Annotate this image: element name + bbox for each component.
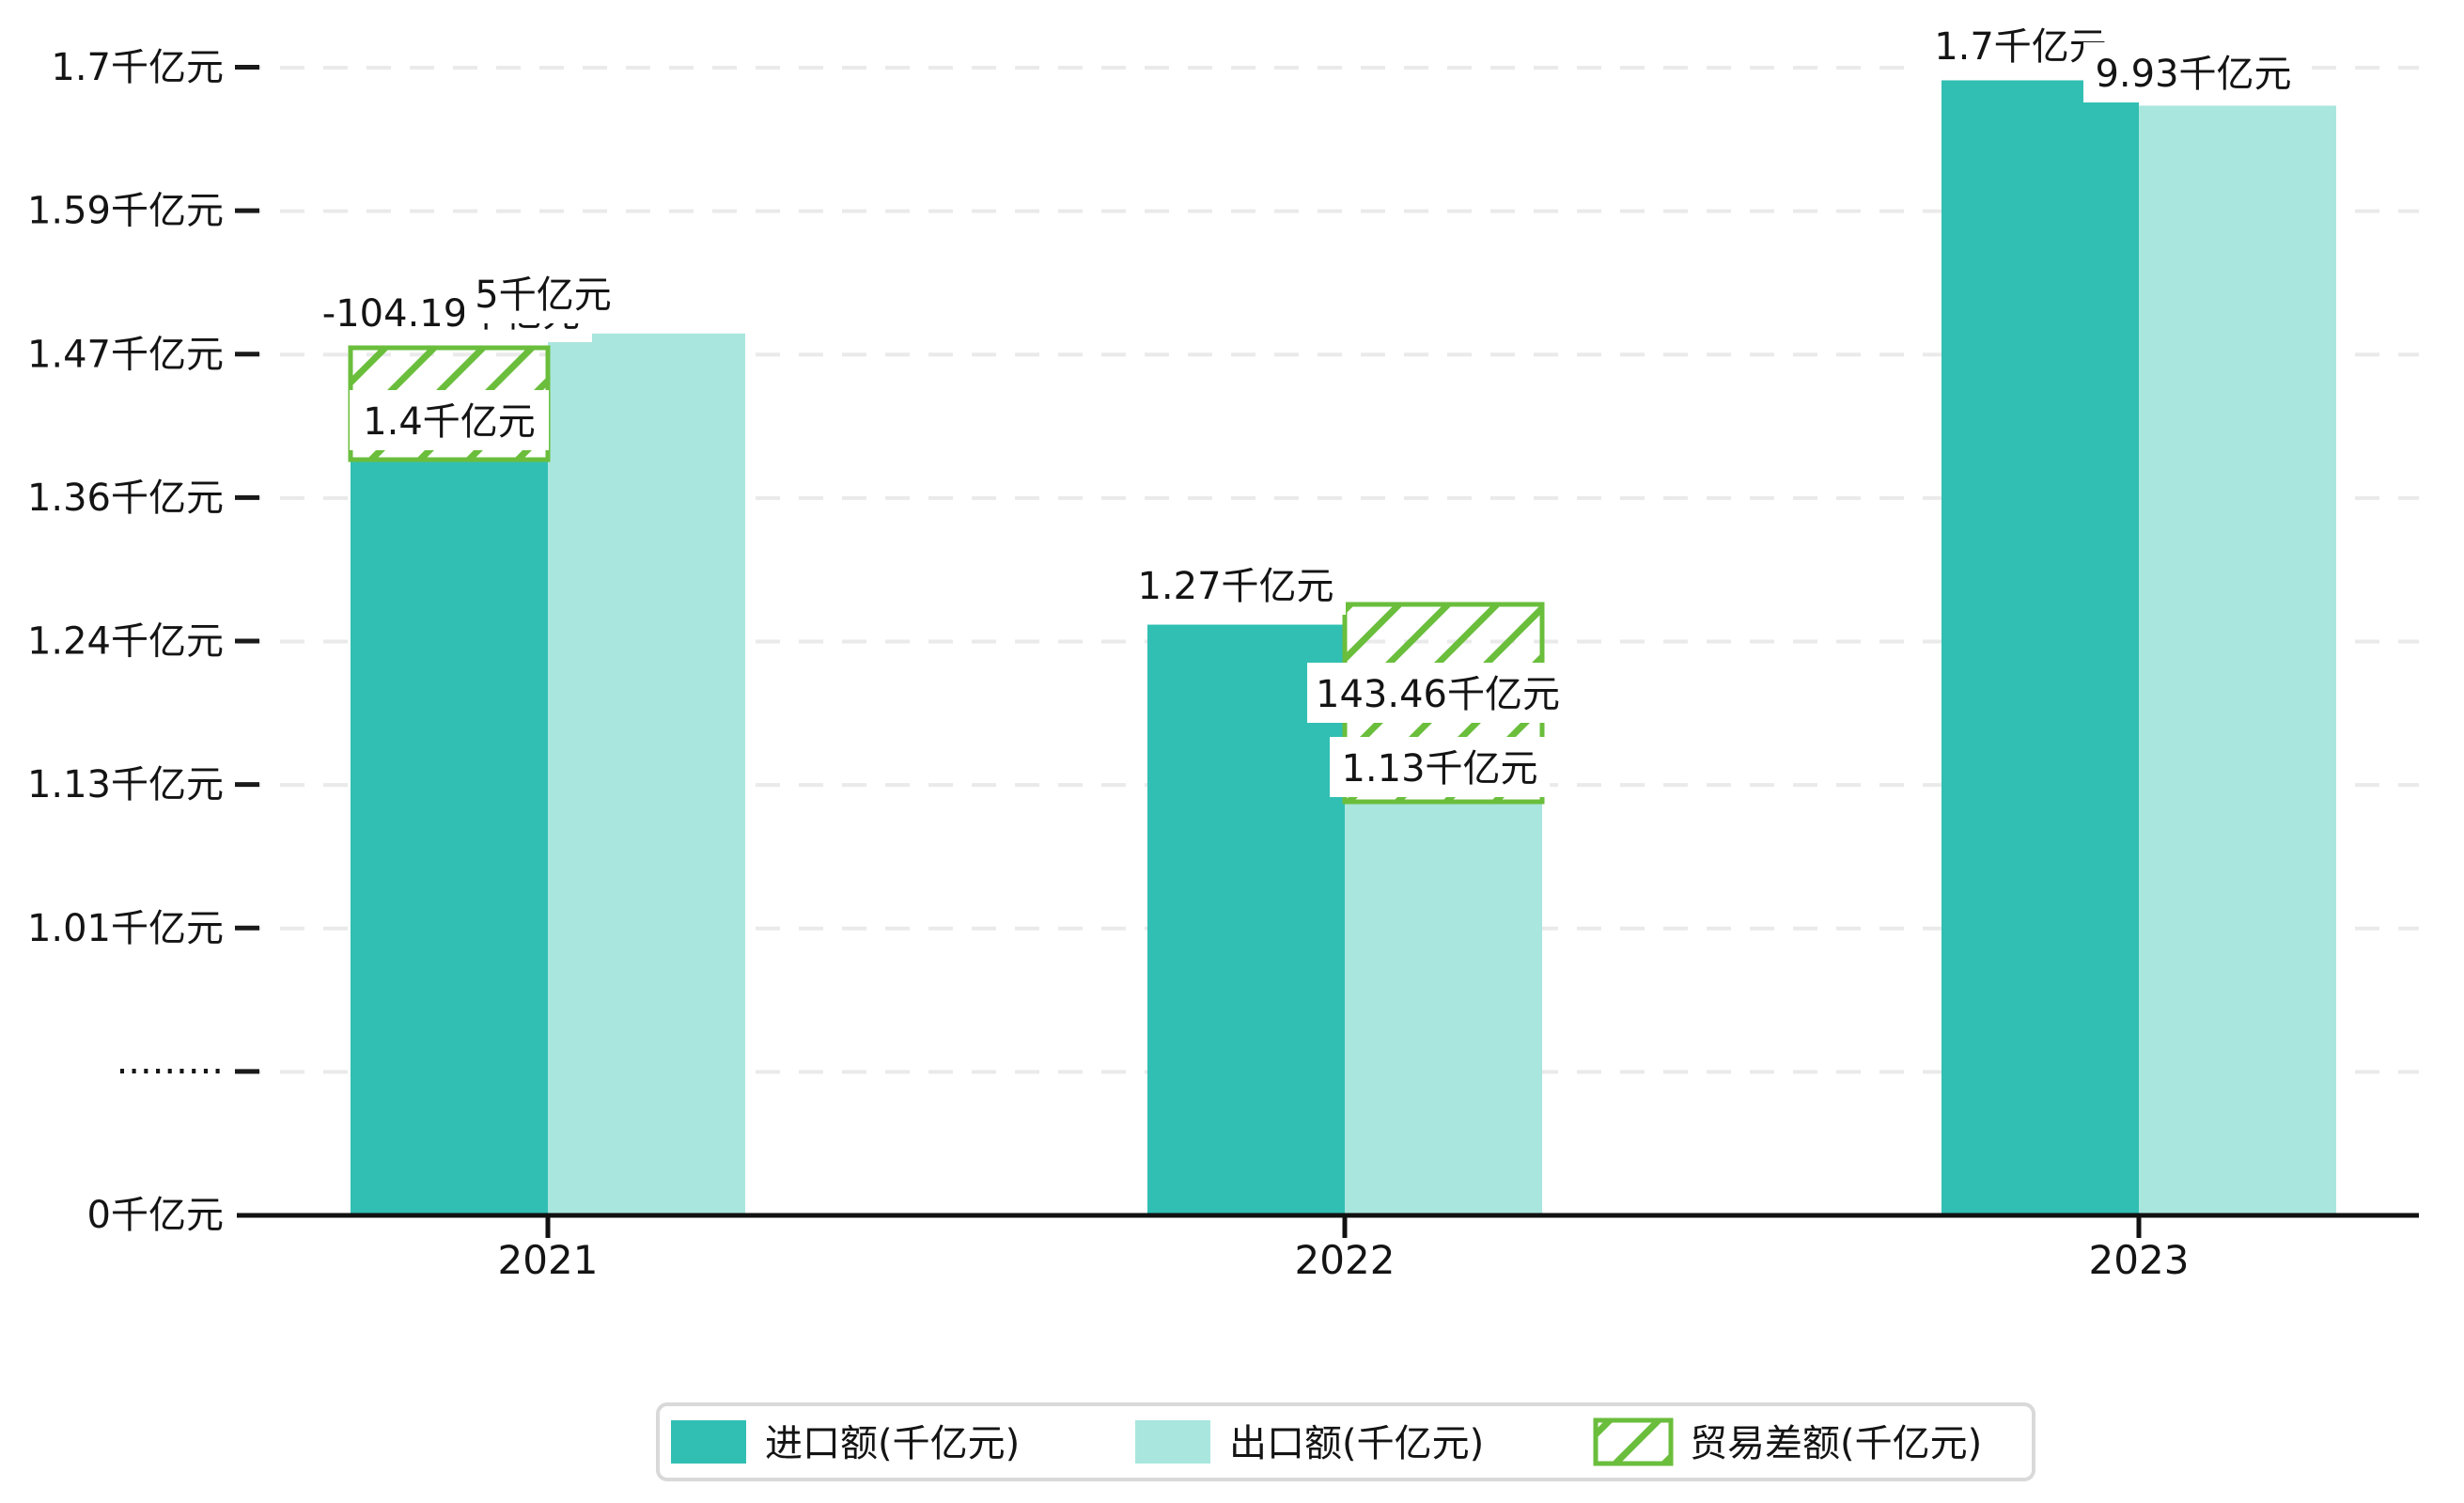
import-bar-2022 xyxy=(1147,624,1345,1215)
y-tick-label: 0千亿元 xyxy=(87,1194,224,1237)
y-tick-mark xyxy=(235,925,259,931)
y-tick-mark xyxy=(235,352,259,357)
legend-swatch-export-icon xyxy=(1135,1420,1210,1464)
value-labels: -104.19千亿元143.46千亿元1.4千亿元5千亿元1.27千亿元1.13… xyxy=(310,15,2303,797)
legend-box xyxy=(656,1402,2035,1481)
y-tick-mark xyxy=(235,782,259,788)
export-value-label-2023-box xyxy=(2083,42,2303,102)
y-tick-mark xyxy=(235,638,259,644)
import-value-label-2021-box xyxy=(350,390,549,450)
export-bar-2022 xyxy=(1345,802,1542,1215)
x-tick-label-2021: 2021 xyxy=(498,1237,599,1283)
import-bar-2023 xyxy=(1942,80,2139,1215)
y-tick-label: 1.47千亿元 xyxy=(27,333,224,376)
export-bar-2023 xyxy=(2139,105,2336,1215)
y-tick-mark xyxy=(235,208,259,213)
y-tick-mark xyxy=(235,1069,259,1074)
y-tick-mark xyxy=(235,65,259,70)
legend-label-import: 进口额(千亿元) xyxy=(765,1422,1020,1465)
x-tick-label-2023: 2023 xyxy=(2089,1237,2190,1283)
bar-group-2023 xyxy=(1942,80,2336,1215)
legend: 进口额(千亿元) 出口额(千亿元) 贸易差额(千亿元) xyxy=(656,1402,2035,1481)
y-axis-break-label: ········· xyxy=(117,1050,224,1093)
y-tick-label: 1.24千亿元 xyxy=(27,620,224,664)
bar-group-2022 xyxy=(1147,624,1542,1215)
export-value-label-2022: 1.13千亿元 xyxy=(1341,747,1537,791)
export-value-label-2022-box xyxy=(1330,737,1550,797)
import-value-label-2022-box xyxy=(1126,555,1346,615)
x-tick-label-2022: 2022 xyxy=(1295,1237,1396,1283)
y-tick-label: 1.01千亿元 xyxy=(27,907,224,950)
legend-label-export: 出口额(千亿元) xyxy=(1229,1422,1484,1465)
legend-item-trade-diff: 贸易差额(千亿元) xyxy=(1593,1417,1982,1466)
legend-swatch-trade-diff-icon xyxy=(1593,1417,1674,1466)
import-bar-2021 xyxy=(351,460,548,1216)
export-value-label-2023: 9.93千亿元 xyxy=(2095,53,2291,96)
y-axis: 1.7千亿元 1.59千亿元 1.47千亿元 1.36千亿元 1.24千亿元 1.13千亿… xyxy=(27,46,259,1237)
bar-group-2021 xyxy=(351,333,745,1216)
export-value-label-2021: 5千亿元 xyxy=(475,274,611,317)
y-tick-label: 1.59千亿元 xyxy=(27,190,224,233)
y-tick-label: 1.36千亿元 xyxy=(27,477,224,520)
y-tick-label: 1.7千亿元 xyxy=(51,46,224,89)
import-value-label-2021: 1.4千亿元 xyxy=(363,400,536,444)
export-bar-2021 xyxy=(548,333,745,1215)
export-value-label-2021-box xyxy=(464,263,622,323)
trade-diff-value-label-2022: 143.46千亿元 xyxy=(1316,673,1560,716)
y-tick-label: 1.13千亿元 xyxy=(27,763,224,806)
y-tick-mark xyxy=(235,494,259,500)
trade-diff-value-label-2022-box xyxy=(1307,663,1568,723)
import-value-label-2023: 1.7千亿元 xyxy=(1934,25,2107,69)
x-axis: 2021 2022 2023 xyxy=(237,1213,2419,1283)
legend-label-trade-diff: 贸易差额(千亿元) xyxy=(1690,1422,1982,1465)
legend-item-import: 进口额(千亿元) xyxy=(671,1420,1020,1465)
legend-swatch-import-icon xyxy=(671,1420,746,1464)
legend-item-export: 出口额(千亿元) xyxy=(1135,1420,1484,1465)
bars xyxy=(351,80,2336,1216)
import-value-label-2022: 1.27千亿元 xyxy=(1137,565,1333,608)
